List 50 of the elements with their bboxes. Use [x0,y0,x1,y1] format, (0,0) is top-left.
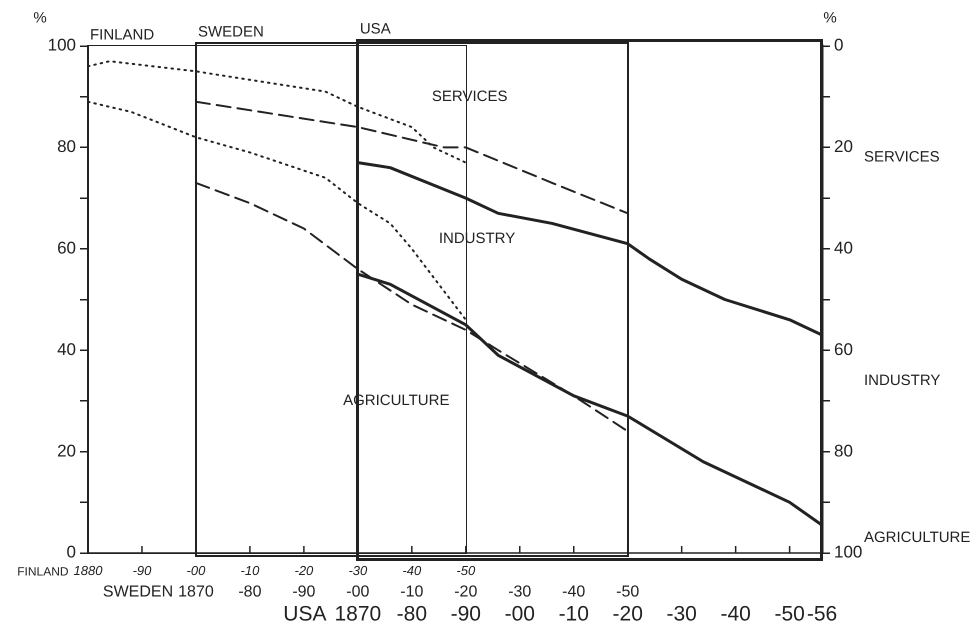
y2-tick-label: 40 [834,238,853,258]
text: 1880 [74,563,104,578]
y2-tick-label: 60 [834,340,853,359]
y-tick-label: 20 [57,441,76,460]
y2-tick-label: 20 [834,137,853,156]
text: INDUSTRY [864,372,940,389]
y-tick-label: 0 [66,542,76,562]
y-tick-label: 40 [57,340,76,359]
text: -30 [348,563,368,578]
text: SWEDEN [198,24,264,41]
y2-tick-label: 80 [834,441,853,460]
x-tick-label: -10 [558,602,589,626]
x-tick-label: -90 [450,602,481,626]
text: FINLAND [17,564,69,578]
y-tick-label: 60 [57,238,76,258]
y2-axis-title: % [823,10,837,27]
text: -40 [402,563,422,578]
y2-tick-label: 0 [834,36,844,55]
text: -20 [454,583,478,600]
text: -90 [132,563,152,578]
text: -00 [186,563,206,578]
y2-tick-label: 100 [834,542,862,562]
x-axis-title: USA [283,602,326,626]
text: -50 [456,563,476,578]
text: USA [360,20,391,38]
x-tick-label: 1870 [334,602,382,626]
x-tick-label: -20 [612,602,643,626]
x-tick-label: -30 [666,602,697,626]
text: -10 [240,563,260,578]
text: SWEDEN [102,583,174,600]
text: FINLAND [90,26,154,44]
text: -30 [508,583,532,600]
x-tick-label: -00 [504,602,535,626]
x-tick-label: -56 [806,602,838,626]
text: -00 [346,583,370,600]
y-tick-label: 80 [57,137,76,156]
text: 1870 [178,583,214,600]
x-tick-label: -80 [396,602,428,626]
text: -80 [238,583,262,600]
text: -90 [292,583,316,600]
y-axis-title: % [33,10,47,27]
text: -50 [616,583,640,600]
text: AGRICULTURE [864,528,970,546]
text: SERVICES [864,148,940,166]
x-tick-label: -50 [774,602,805,626]
text: -40 [562,583,586,600]
text: -10 [400,583,424,600]
text: -20 [294,563,314,578]
y-tick-label: 100 [48,36,76,55]
x-tick-label: -40 [720,602,751,626]
